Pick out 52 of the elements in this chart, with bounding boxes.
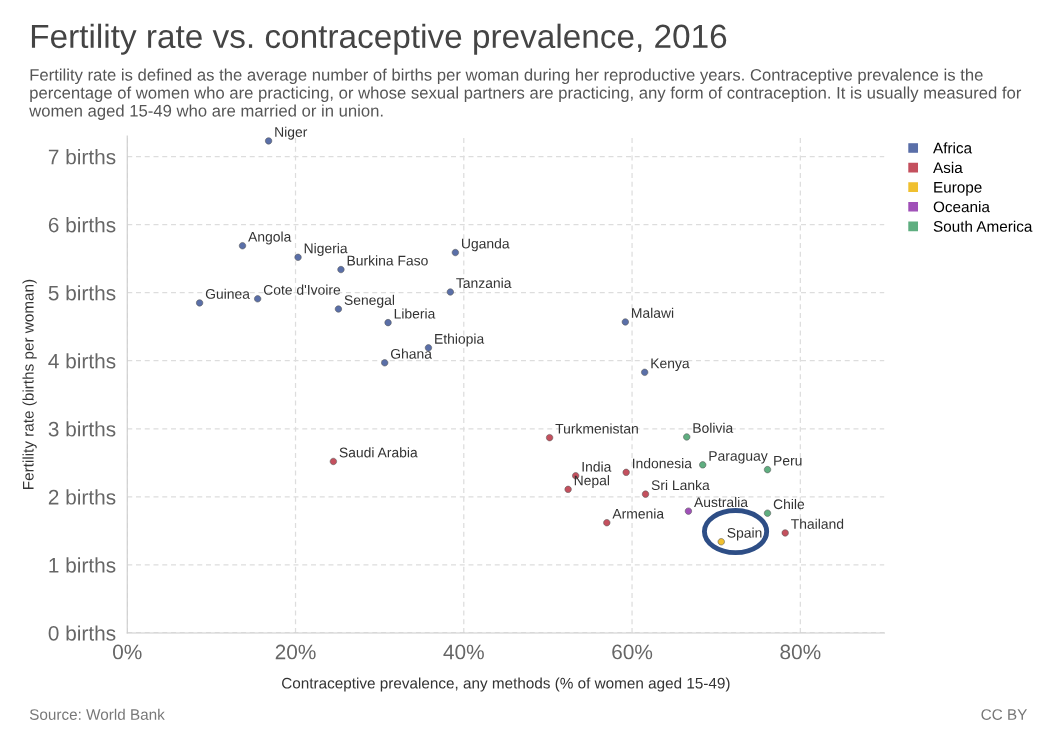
annotation: Tanzania [456,277,512,288]
y-tick-label: 6 births [48,217,116,233]
y-tick-label: 3 births [48,421,116,437]
annotation: Sri Lanka [651,479,710,491]
annotation: Ghana [390,348,432,359]
x-tick-label: 0% [113,644,142,660]
x-tick-label: 80% [780,644,821,660]
legend-label: Africa [933,142,973,154]
annotation: Armenia [612,508,665,519]
y-tick-label: 4 births [48,353,116,369]
annotation: Chile [773,498,805,510]
annotation: Guinea [205,288,250,299]
x-tick-label: 60% [612,644,653,660]
annotation: Nigeria [304,243,348,257]
annotation: Ethiopia [435,333,485,347]
chart-title: Fertility rate vs. contraceptive prevalence, 2016 [31,23,727,55]
legend-label: Europe [934,182,982,196]
annotation: Thailand [791,518,844,529]
annotation: Kenya [651,358,690,372]
annotation: Uganda [462,238,510,252]
text: CC BY [981,709,1028,720]
annotation: Paraguay [709,451,768,464]
y-tick-label: 7 births [48,149,116,165]
x-tick-label: 40% [443,644,484,660]
annotation: Bolivia [693,422,734,433]
y-tick-label: 2 births [48,489,116,505]
y-tick-label: 1 births [49,557,116,573]
annotation: Angola [248,231,292,245]
source-note: Source: World Bank [29,708,165,720]
chart-subtitle: Fertility rate is defined as the average number of births per woman during her reproductive years. Contraceptive prevalence is the percentage of women who are practicing, or whose sexual partners are practicing, any form of contraception. It is usually measured for women aged 15-49 who are married or in union. [29,68,1022,120]
annotation: Liberia [394,308,436,319]
y-tick-label: 5 births [48,285,116,301]
legend-label: Asia [933,161,963,174]
annotation: Indonesia [633,458,692,469]
annotation: Burkina Faso [347,255,428,266]
annotation: Spain [727,527,762,541]
y-axis-title: Fertility rate (births per woman) [22,279,37,489]
annotation: Cote d'Ivoire [263,284,341,295]
annotation: Turkmenistan [555,423,638,434]
annotation: Niger [275,126,308,140]
annotation: Australia [694,496,749,508]
annotation: Senegal [344,294,395,308]
legend-label: Oceania [933,201,990,213]
x-axis-title: Contraceptive prevalence, any methods (% of women aged 15-49) [282,677,730,692]
annotation: Nepal [574,475,610,489]
annotation: Malawi [632,307,674,318]
x-tick-label: 20% [275,644,316,660]
annotation: Saudi Arabia [339,447,418,458]
annotation: India [582,461,612,472]
legend-label: South America [933,220,1033,232]
annotation: Peru [774,455,802,466]
y-tick-label: 0 births [48,625,116,641]
